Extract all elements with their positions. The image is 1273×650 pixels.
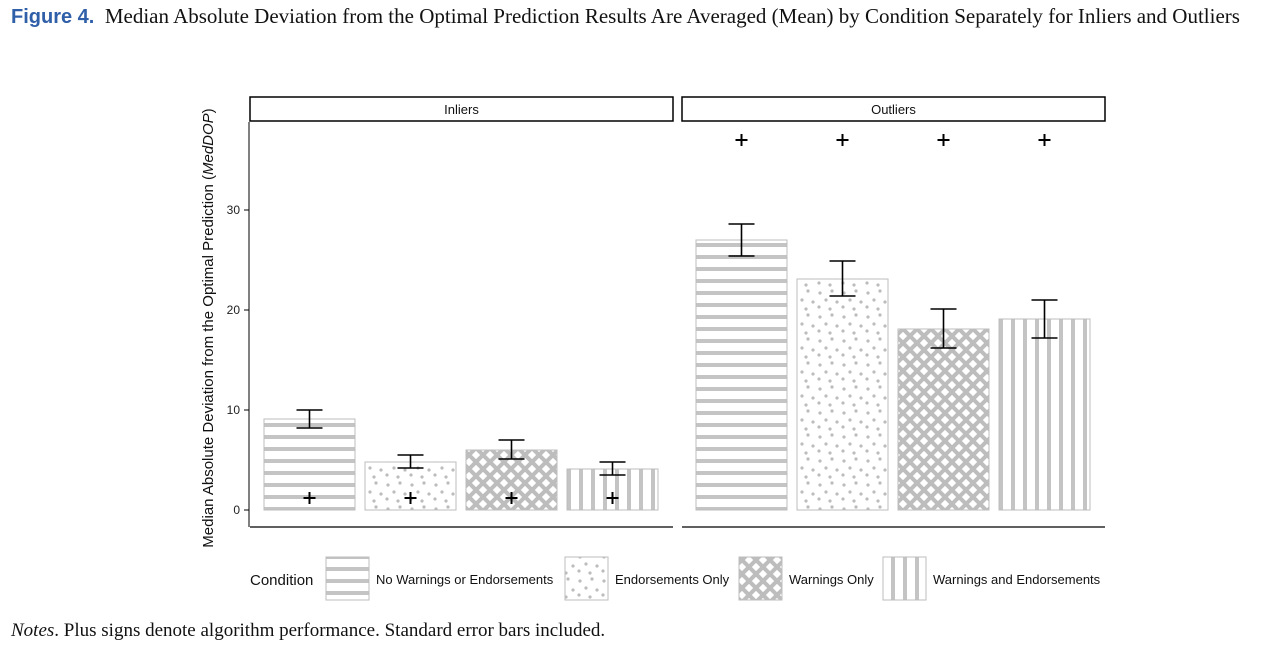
notes-text: . Plus signs denote algorithm performanc… — [54, 620, 606, 641]
panel-strip-label: Outliers — [871, 102, 916, 117]
y-axis-label-italic: MedDOP — [200, 113, 217, 175]
panels: Inliers Outliers — [249, 96, 1106, 528]
y-axis-label-end: ) — [200, 108, 217, 113]
legend-key-3 — [882, 556, 927, 601]
legend-key-0 — [325, 556, 370, 601]
y-tick-label: 10 — [227, 403, 241, 417]
bar-outliers-3 — [998, 318, 1091, 511]
bar-outliers-1 — [796, 278, 889, 511]
legend-title: Condition — [250, 572, 313, 589]
legend-label-2: Warnings Only — [789, 572, 874, 587]
y-tick-label: 30 — [227, 203, 241, 217]
figure-notes: Notes. Plus signs denote algorithm perfo… — [11, 620, 605, 642]
y-axis-label-main: Median Absolute Deviation from the Optim… — [200, 175, 217, 548]
panel-strip — [249, 96, 674, 122]
notes-label: Notes — [11, 620, 55, 641]
legend-label-3: Warnings and Endorsements — [933, 572, 1101, 587]
legend-label-1: Endorsements Only — [615, 572, 730, 587]
panel-inliers: Inliers — [249, 96, 674, 528]
legend: Condition No Warnings or Endorsements Endo… — [250, 556, 1101, 601]
bar-outliers-2 — [897, 328, 990, 511]
y-tick-label: 0 — [233, 503, 240, 517]
panel-strip — [681, 96, 1106, 122]
y-axis: 0 10 20 30 Median Absolute Deviation from th… — [200, 108, 250, 548]
legend-key-2 — [738, 556, 783, 601]
legend-key-1 — [564, 556, 609, 601]
y-axis-label: Median Absolute Deviation from the Optim… — [200, 108, 217, 547]
figure-title: Figure 4. Median Absolute Deviation from… — [11, 2, 1266, 32]
figure-title-text: Median Absolute Deviation from the Optim… — [104, 4, 1240, 28]
panel-outliers: Outliers — [681, 96, 1106, 528]
legend-label-0: No Warnings or Endorsements — [376, 572, 554, 587]
y-tick-label: 20 — [227, 303, 241, 317]
panel-strip-label: Inliers — [444, 102, 479, 117]
figure-label: Figure 4. — [11, 6, 95, 28]
bar-outliers-0 — [695, 239, 788, 511]
